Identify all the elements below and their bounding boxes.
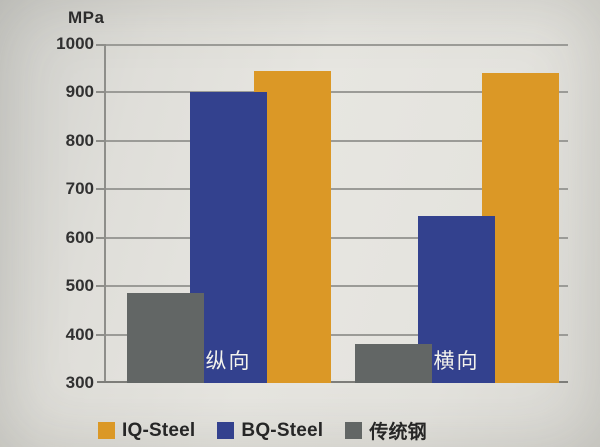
bar-传统钢-纵向 xyxy=(127,293,204,383)
legend-swatch-icon xyxy=(98,422,115,439)
legend-item-BQ-Steel: BQ-Steel xyxy=(217,420,323,442)
legend-label: 传统钢 xyxy=(369,422,427,443)
y-axis-tick xyxy=(96,188,106,191)
y-axis-tick xyxy=(96,285,106,288)
y-axis-tick xyxy=(96,44,106,46)
y-axis-tick-label: 400 xyxy=(65,324,94,344)
bar-传统钢-横向 xyxy=(355,344,432,383)
gridline xyxy=(97,381,568,383)
gridline xyxy=(106,91,568,94)
gridline xyxy=(106,285,568,288)
legend-label: BQ-Steel xyxy=(241,419,324,441)
legend-item-传统钢: 传统钢 xyxy=(345,417,427,444)
y-axis-tick-label: 800 xyxy=(65,130,94,150)
plot-area: 1000 900 800 700 600 500 400 300 纵向 横向 xyxy=(56,34,568,392)
legend-swatch-icon xyxy=(217,422,235,439)
legend-swatch-icon xyxy=(345,422,363,439)
legend: IQ-Steel BQ-Steel 传统钢 xyxy=(98,417,427,444)
y-axis-tick xyxy=(96,333,106,336)
gridline xyxy=(106,188,568,191)
y-axis-tick xyxy=(96,91,106,94)
y-axis-tick-label: 900 xyxy=(65,82,94,102)
category-label: 纵向 xyxy=(205,350,252,373)
legend-item-IQ-Steel: IQ-Steel xyxy=(98,420,195,442)
gridline xyxy=(106,236,568,239)
gridline xyxy=(106,139,568,142)
y-axis-unit-label: MPa xyxy=(68,8,105,27)
y-axis-tick-label: 300 xyxy=(65,373,94,392)
legend-label: IQ-Steel xyxy=(122,419,196,441)
y-axis-tick-label: 600 xyxy=(65,227,94,247)
category-label: 横向 xyxy=(433,350,480,373)
y-axis-tick xyxy=(96,139,106,142)
y-axis-tick-label: 700 xyxy=(65,179,94,199)
gridline xyxy=(106,44,568,46)
y-axis-tick xyxy=(96,236,106,239)
y-axis-tick-label: 500 xyxy=(65,276,94,296)
gridline xyxy=(106,333,568,336)
y-axis-tick-label: 1000 xyxy=(56,34,94,53)
